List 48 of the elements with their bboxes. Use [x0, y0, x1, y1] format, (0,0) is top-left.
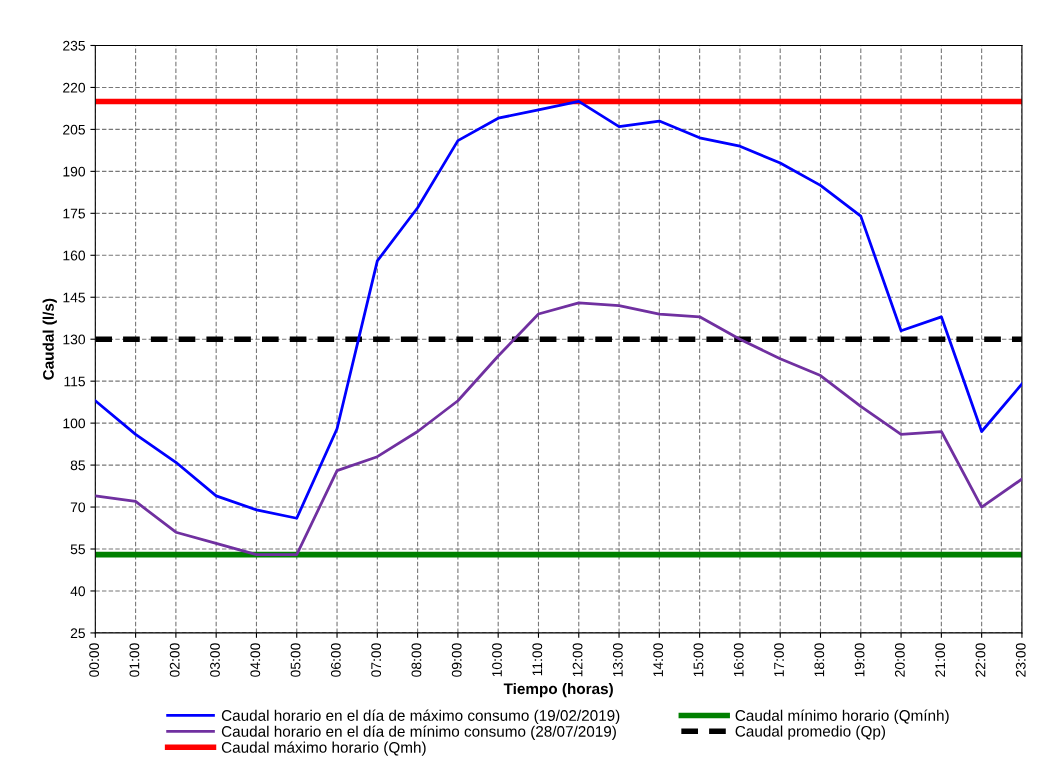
y-tick-label: 205: [63, 124, 86, 135]
y-tick-label: 160: [63, 250, 86, 261]
y-tick-label: 100: [63, 418, 86, 429]
x-tick-label: 02:00: [169, 643, 180, 677]
x-tick-label: 01:00: [129, 643, 140, 677]
legend-label: Caudal máximo horario (Qmh): [221, 741, 426, 756]
x-tick-label: 23:00: [1015, 643, 1026, 677]
x-tick-label: 06:00: [330, 643, 341, 677]
x-tick-label: 08:00: [411, 643, 422, 677]
x-tick-label: 16:00: [733, 643, 744, 677]
x-tick-label: 00:00: [89, 643, 100, 677]
x-axis-title: Tiempo (horas): [503, 682, 613, 698]
x-tick-label: 15:00: [693, 643, 704, 677]
x-tick-label: 14:00: [653, 643, 664, 677]
x-tick-label: 03:00: [210, 643, 220, 677]
y-tick-label: 70: [70, 502, 86, 513]
legend-label: Caudal horario en el día de mínimo consumo (28/07/2019): [221, 725, 616, 740]
x-tick-label: 20:00: [894, 643, 905, 677]
y-tick-label: 220: [63, 82, 86, 93]
line-series: [95, 100, 1022, 520]
x-tick-label: 21:00: [935, 643, 946, 677]
y-tick-label: 235: [63, 40, 86, 51]
y-tick-label: 115: [64, 376, 86, 387]
y-tick-label: 55: [70, 544, 86, 555]
x-tick-label: 17:00: [774, 643, 784, 677]
x-tick-label: 22:00: [975, 643, 986, 677]
x-tick-label: 05:00: [290, 643, 301, 677]
y-tick-label: 190: [63, 166, 86, 177]
x-tick-label: 07:00: [371, 643, 382, 677]
y-tick-label: 175: [63, 208, 86, 219]
legend-label: Caudal horario en el día de máximo consumo (19/02/2019): [221, 709, 620, 724]
x-tick-label: 09:00: [451, 643, 462, 677]
x-tick-label: 10:00: [492, 643, 502, 677]
x-tick-label: 13:00: [612, 643, 623, 677]
y-tick-label: 85: [70, 460, 86, 471]
x-tick-label: 19:00: [854, 643, 865, 677]
y-tick-label: 40: [70, 586, 86, 597]
legend-label: Caudal mínimo horario (Qmính): [735, 709, 949, 724]
y-tick-label: 130: [63, 334, 86, 345]
y-tick-label: 145: [63, 292, 86, 303]
line-series: [95, 301, 1022, 556]
legend-label: Caudal promedio (Qp): [735, 725, 886, 740]
x-tick-label: 11:00: [532, 643, 543, 676]
x-tick-label: 18:00: [814, 643, 825, 677]
y-tick-label: 25: [70, 628, 86, 639]
x-tick-label: 04:00: [250, 643, 261, 677]
y-axis-title: Caudal (l/s): [42, 298, 57, 380]
x-tick-label: 12:00: [572, 643, 583, 677]
